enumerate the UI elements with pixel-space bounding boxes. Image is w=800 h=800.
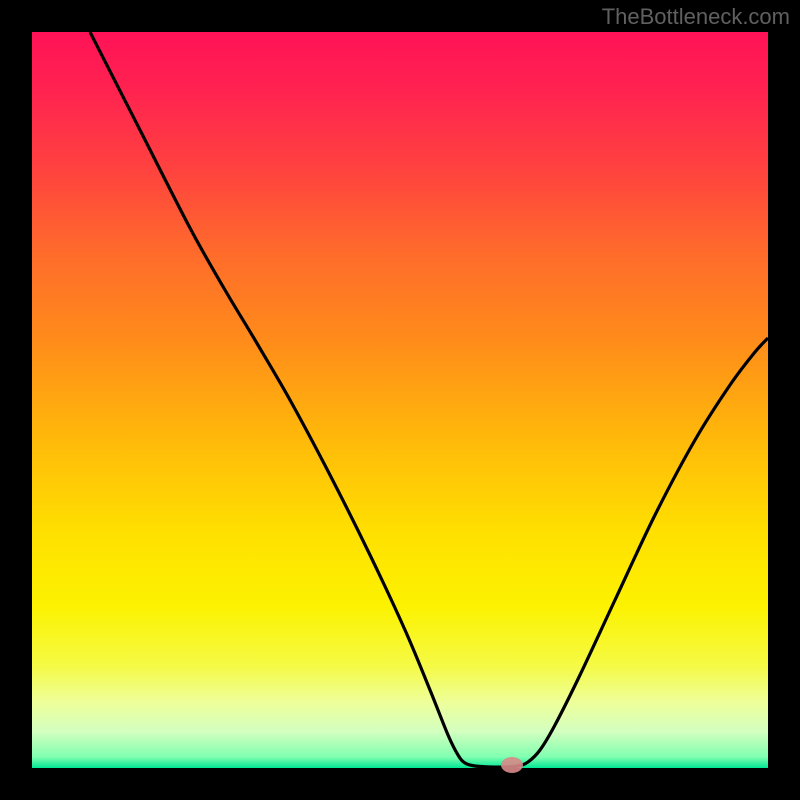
bottleneck-chart	[0, 0, 800, 800]
minimum-marker	[501, 757, 523, 773]
watermark-text: TheBottleneck.com	[602, 4, 790, 30]
gradient-background	[32, 32, 768, 768]
chart-container: TheBottleneck.com	[0, 0, 800, 800]
